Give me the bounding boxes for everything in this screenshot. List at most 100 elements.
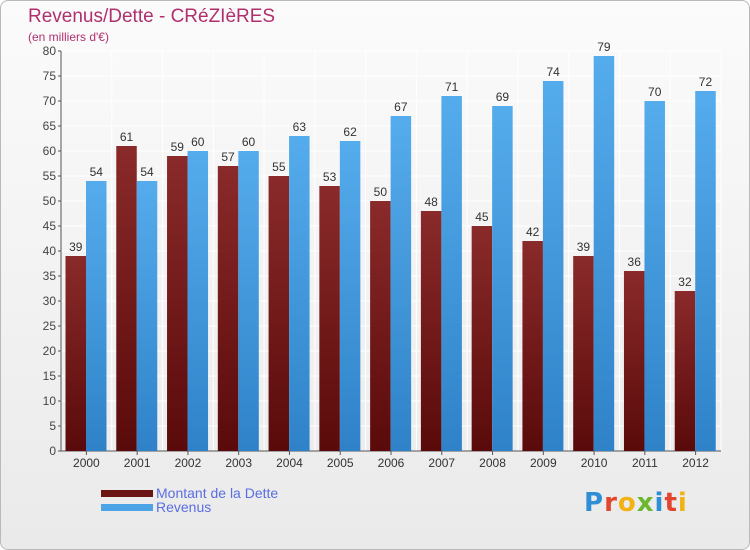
data-label-dette: 50: [374, 185, 388, 199]
y-tick-label: 25: [43, 319, 57, 333]
bar-dette: [319, 186, 340, 451]
bar-revenus: [492, 106, 513, 451]
bar-dette: [573, 256, 594, 451]
y-tick-label: 10: [43, 394, 57, 408]
bar-revenus: [542, 81, 564, 451]
x-tick-label: 2011: [632, 456, 658, 470]
bar-dette: [522, 241, 543, 451]
legend-label-dette: Montant de la Dette: [156, 485, 279, 501]
logo-letter: t: [664, 488, 678, 518]
y-tick-label: 5: [49, 419, 56, 433]
x-tick-label: 2010: [581, 456, 608, 470]
data-label-dette: 48: [424, 195, 438, 209]
bar-dette: [420, 211, 442, 451]
x-tick-label: 2004: [276, 456, 303, 470]
bar-dette: [623, 271, 645, 451]
x-axis: 2000 2001 2002 2003 2004 2005 2006 2007 2008 2009…: [73, 451, 709, 470]
bar-dette: [370, 201, 391, 451]
data-label-revenus: 79: [597, 40, 611, 54]
y-tick-label: 15: [43, 369, 57, 383]
bar-dette: [471, 226, 493, 451]
legend-swatch-dette: [101, 490, 153, 497]
data-label-revenus: 70: [648, 85, 662, 99]
y-tick-label: 80: [43, 44, 57, 58]
data-label-dette: 59: [171, 140, 185, 154]
logo-letter: x: [636, 488, 655, 518]
logo-letter: r: [604, 488, 618, 518]
bar-revenus: [86, 181, 107, 451]
data-label-revenus: 54: [90, 165, 104, 179]
y-tick-label: 0: [49, 444, 56, 458]
data-label-dette: 36: [628, 255, 642, 269]
data-label-dette: 61: [120, 130, 134, 144]
logo-letter: P: [584, 488, 605, 518]
bar-revenus: [644, 101, 665, 451]
bar-dette: [65, 256, 86, 451]
bar-revenus: [695, 91, 716, 451]
logo-letter: o: [617, 488, 637, 518]
x-tick-label: 2002: [175, 456, 202, 470]
bar-revenus: [187, 151, 209, 451]
data-label-revenus: 74: [546, 65, 560, 79]
x-tick-label: 2007: [428, 456, 455, 470]
x-tick-label: 2005: [327, 456, 354, 470]
y-tick-label: 35: [43, 269, 57, 283]
bar-dette: [674, 291, 696, 451]
data-label-revenus: 67: [394, 100, 408, 114]
legend-label-revenus: Revenus: [156, 499, 212, 515]
chart-title: Revenus/Dette - CRéZIèRES: [28, 6, 276, 27]
x-tick-label: 2000: [73, 456, 100, 470]
y-tick-label: 30: [43, 294, 57, 308]
y-tick-label: 70: [43, 94, 57, 108]
data-label-revenus: 62: [343, 125, 357, 139]
bar-revenus: [390, 116, 412, 451]
data-label-revenus: 60: [242, 135, 256, 149]
proxiti-logo: Proxiti: [584, 488, 688, 518]
chart-subtitle: (en milliers d'€): [28, 30, 109, 44]
bar-revenus: [593, 56, 615, 451]
y-tick-label: 45: [43, 219, 57, 233]
data-label-revenus: 69: [496, 90, 510, 104]
data-label-dette: 57: [221, 150, 235, 164]
legend-swatch-revenus: [101, 504, 153, 511]
x-tick-label: 2009: [530, 456, 557, 470]
data-label-dette: 39: [69, 240, 83, 254]
data-label-dette: 39: [577, 240, 591, 254]
bars: 39 54 61 54 59 60 57 60 55 63 53 62 50 67 48 71 45 69 42 74…: [65, 40, 716, 451]
y-tick-label: 75: [43, 69, 57, 83]
bar-dette: [116, 146, 137, 451]
bar-revenus: [289, 136, 310, 451]
y-tick-label: 40: [43, 244, 57, 258]
y-tick-label: 65: [43, 119, 57, 133]
data-label-dette: 42: [526, 225, 540, 239]
x-tick-label: 2006: [378, 456, 405, 470]
y-tick-label: 60: [43, 144, 57, 158]
data-label-dette: 55: [272, 160, 286, 174]
bar-dette: [217, 166, 239, 451]
bar-revenus: [339, 141, 361, 451]
x-tick-label: 2003: [225, 456, 252, 470]
data-label-revenus: 63: [293, 120, 307, 134]
y-tick-label: 50: [43, 194, 57, 208]
x-tick-label: 2012: [682, 456, 709, 470]
data-label-revenus: 72: [699, 75, 713, 89]
bar-dette: [167, 156, 188, 451]
x-tick-label: 2001: [124, 456, 151, 470]
bar-revenus: [441, 96, 462, 451]
x-tick-label: 2008: [479, 456, 506, 470]
data-label-revenus: 71: [445, 80, 459, 94]
data-label-dette: 53: [323, 170, 337, 184]
y-tick-label: 20: [43, 344, 57, 358]
bar-revenus: [136, 181, 158, 451]
data-label-dette: 32: [678, 275, 692, 289]
logo-letter: i: [677, 488, 688, 518]
y-tick-label: 55: [43, 169, 57, 183]
bar-revenus: [238, 151, 259, 451]
data-label-revenus: 60: [191, 135, 205, 149]
bar-dette: [268, 176, 290, 451]
data-label-revenus: 54: [140, 165, 154, 179]
logo-letter: i: [654, 488, 665, 518]
data-label-dette: 45: [475, 210, 489, 224]
